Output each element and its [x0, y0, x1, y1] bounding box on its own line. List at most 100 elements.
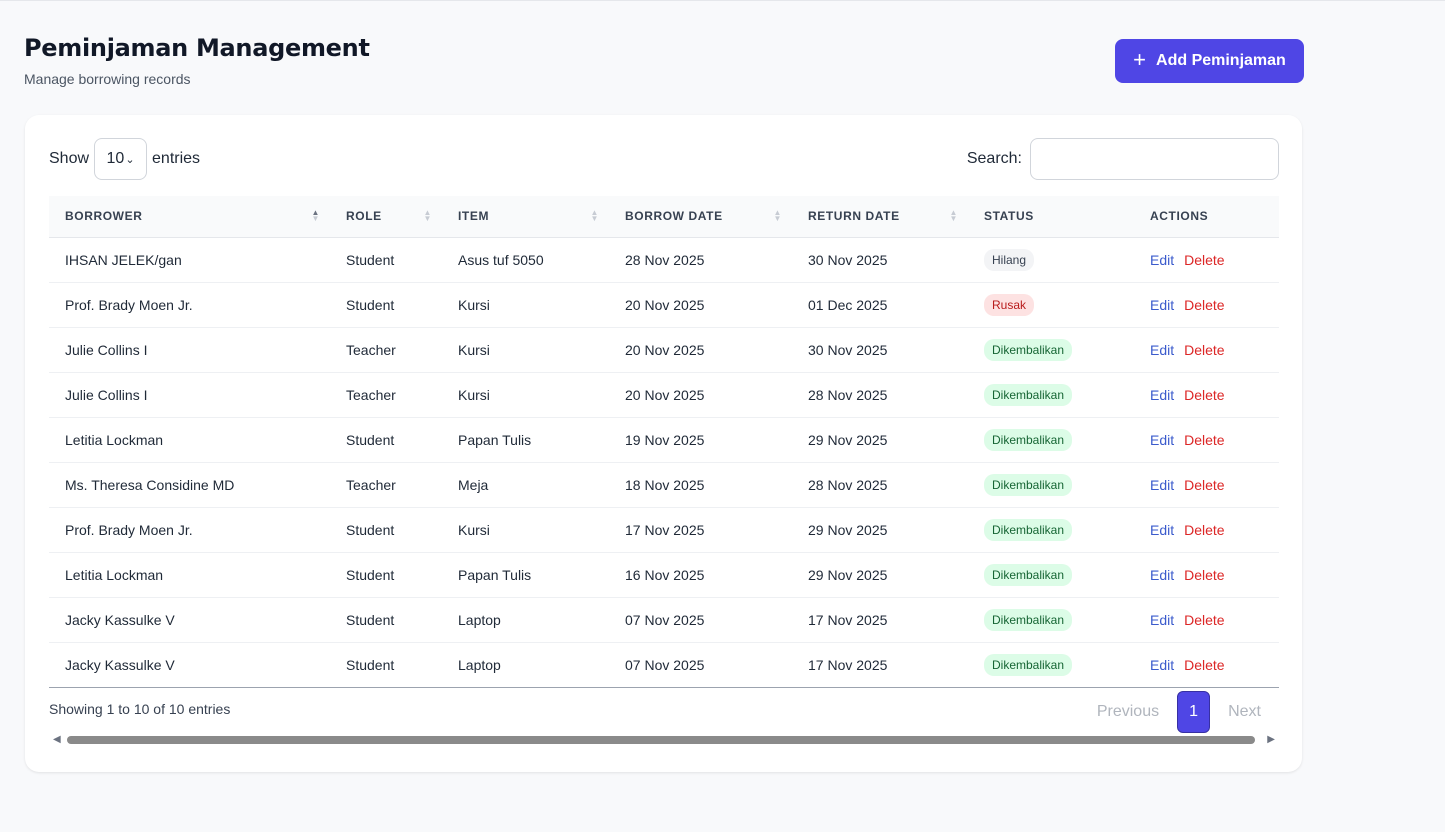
top-divider	[0, 0, 1445, 1]
previous-page-button[interactable]: Previous	[1096, 703, 1160, 720]
delete-link[interactable]: Delete	[1184, 566, 1225, 583]
role-cell: Student	[346, 656, 395, 673]
column-header-borrow-date[interactable]: BORROW DATE ▲ ▼	[625, 208, 782, 224]
table-info: Showing 1 to 10 of 10 entries	[49, 701, 231, 717]
delete-link[interactable]: Delete	[1184, 251, 1225, 268]
status-cell: Dikembalikan	[968, 327, 1134, 372]
borrow-date-cell: 16 Nov 2025	[625, 566, 705, 583]
item-cell: Kursi	[458, 386, 490, 403]
delete-link[interactable]: Delete	[1184, 386, 1225, 403]
borrow-date-cell: 28 Nov 2025	[625, 251, 705, 268]
role-cell: Teacher	[346, 386, 396, 403]
status-badge: Dikembalikan	[984, 653, 1073, 676]
status-badge: Dikembalikan	[984, 383, 1073, 406]
table-row: IHSAN JELEK/gan Student Asus tuf 5050 28 No…	[49, 237, 1279, 282]
role-cell: Student	[346, 296, 395, 313]
edit-link[interactable]: Edit	[1150, 476, 1175, 493]
delete-link[interactable]: Delete	[1184, 341, 1225, 358]
borrower-cell: IHSAN JELEK/gan	[65, 251, 182, 268]
pagination: Previous 1 Next	[1079, 691, 1279, 733]
delete-link[interactable]: Delete	[1184, 431, 1225, 448]
return-date-cell: 30 Nov 2025	[808, 341, 888, 358]
return-date-cell: 01 Dec 2025	[808, 296, 888, 313]
borrower-cell: Ms. Theresa Considine MD	[65, 476, 235, 493]
borrowing-table: BORROWER ▲ ▼ ROLE ▲ ▼ ITEM ▲ ▼ BORROW DATE …	[49, 196, 1279, 688]
item-cell: Papan Tulis	[458, 431, 532, 448]
status-cell: Dikembalikan	[968, 417, 1134, 462]
delete-link[interactable]: Delete	[1184, 476, 1225, 493]
return-date-cell: 17 Nov 2025	[808, 656, 888, 673]
borrower-cell: Letitia Lockman	[65, 566, 164, 583]
borrower-cell: Jacky Kassulke V	[65, 656, 175, 673]
scroll-left-icon[interactable]: ◀	[53, 734, 61, 745]
edit-link[interactable]: Edit	[1150, 521, 1175, 538]
entries-select-value: 10	[106, 150, 125, 167]
status-cell: Hilang	[968, 237, 1134, 282]
edit-link[interactable]: Edit	[1150, 251, 1175, 268]
status-badge: Dikembalikan	[984, 608, 1073, 631]
column-header-borrower[interactable]: BORROWER ▲ ▼	[65, 208, 320, 224]
delete-link[interactable]: Delete	[1184, 521, 1225, 538]
search-input[interactable]	[1030, 138, 1279, 180]
add-peminjaman-label: Add Peminjaman	[1156, 52, 1286, 69]
item-cell: Kursi	[458, 521, 490, 538]
actions-cell: Edit Delete	[1134, 372, 1279, 417]
edit-link[interactable]: Edit	[1150, 341, 1175, 358]
column-header-role[interactable]: ROLE ▲ ▼	[346, 208, 432, 224]
borrower-cell: Jacky Kassulke V	[65, 611, 175, 628]
borrow-date-cell: 19 Nov 2025	[625, 431, 705, 448]
column-header-actions: ACTIONS	[1150, 209, 1209, 224]
delete-link[interactable]: Delete	[1184, 611, 1225, 628]
delete-link[interactable]: Delete	[1184, 296, 1225, 313]
scrollbar-thumb[interactable]	[67, 736, 1255, 744]
table-row: Jacky Kassulke V Student Laptop 07 Nov 2025…	[49, 597, 1279, 642]
column-header-item[interactable]: ITEM ▲ ▼	[458, 208, 599, 224]
scroll-right-icon[interactable]: ▶	[1267, 734, 1275, 745]
next-page-button[interactable]: Next	[1228, 703, 1261, 720]
plus-icon: +	[1133, 47, 1147, 72]
horizontal-scrollbar[interactable]: ◀ ▶	[53, 734, 1275, 746]
return-date-cell: 29 Nov 2025	[808, 521, 888, 538]
status-cell: Dikembalikan	[968, 597, 1134, 642]
sort-icon: ▲ ▼	[773, 208, 782, 224]
borrow-date-cell: 20 Nov 2025	[625, 296, 705, 313]
page-header: Peminjaman Management Manage borrowing r…	[24, 34, 370, 87]
return-date-cell: 30 Nov 2025	[808, 251, 888, 268]
role-cell: Student	[346, 611, 395, 628]
actions-cell: Edit Delete	[1134, 237, 1279, 282]
edit-link[interactable]: Edit	[1150, 431, 1175, 448]
status-cell: Rusak	[968, 282, 1134, 327]
edit-link[interactable]: Edit	[1150, 656, 1175, 673]
table-row: Julie Collins I Teacher Kursi 20 Nov 2025 30…	[49, 327, 1279, 372]
borrow-date-cell: 20 Nov 2025	[625, 341, 705, 358]
status-badge: Dikembalikan	[984, 518, 1073, 541]
edit-link[interactable]: Edit	[1150, 296, 1175, 313]
status-cell: Dikembalikan	[968, 462, 1134, 507]
add-peminjaman-button[interactable]: + Add Peminjaman	[1115, 39, 1304, 83]
table-row: Julie Collins I Teacher Kursi 20 Nov 2025 28…	[49, 372, 1279, 417]
entries-length-control: Show 10 ⌄ entries	[49, 138, 200, 180]
borrow-date-cell: 20 Nov 2025	[625, 386, 705, 403]
entries-select[interactable]: 10 ⌄	[94, 138, 148, 180]
return-date-cell: 17 Nov 2025	[808, 611, 888, 628]
delete-link[interactable]: Delete	[1184, 656, 1225, 673]
sort-icon: ▲ ▼	[590, 208, 599, 224]
edit-link[interactable]: Edit	[1150, 386, 1175, 403]
borrow-date-cell: 07 Nov 2025	[625, 611, 705, 628]
sort-icon: ▲ ▼	[949, 208, 958, 224]
edit-link[interactable]: Edit	[1150, 611, 1175, 628]
status-cell: Dikembalikan	[968, 552, 1134, 597]
column-header-return-date[interactable]: RETURN DATE ▲ ▼	[808, 208, 958, 224]
borrow-date-cell: 17 Nov 2025	[625, 521, 705, 538]
search-control: Search:	[967, 138, 1279, 180]
return-date-cell: 28 Nov 2025	[808, 386, 888, 403]
page-button-current[interactable]: 1	[1177, 691, 1211, 733]
borrower-cell: Prof. Brady Moen Jr.	[65, 296, 193, 313]
status-badge: Dikembalikan	[984, 473, 1073, 496]
page-subtitle: Manage borrowing records	[24, 71, 191, 87]
status-badge: Dikembalikan	[984, 338, 1073, 361]
role-cell: Student	[346, 431, 395, 448]
return-date-cell: 29 Nov 2025	[808, 566, 888, 583]
table-row: Letitia Lockman Student Papan Tulis 19 Nov …	[49, 417, 1279, 462]
edit-link[interactable]: Edit	[1150, 566, 1175, 583]
